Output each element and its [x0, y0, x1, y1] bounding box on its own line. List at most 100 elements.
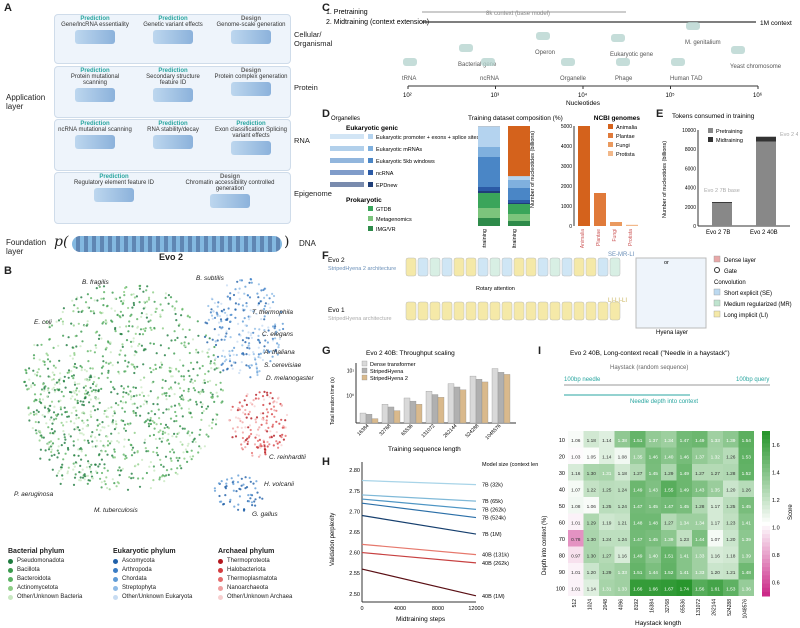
- embedding-point: [276, 353, 279, 356]
- embedding-point: [92, 310, 95, 313]
- embedding-point: [208, 424, 211, 427]
- embedding-point: [48, 418, 52, 421]
- embedding-point: [271, 339, 275, 342]
- embedding-point: [198, 367, 201, 370]
- embedding-point: [220, 363, 223, 366]
- embedding-point: [217, 333, 220, 336]
- legend-swatch: [8, 577, 13, 582]
- embedding-point: [237, 508, 240, 511]
- h-series-label: 40B (1M): [482, 594, 505, 600]
- embedding-point: [241, 304, 244, 307]
- embedding-point: [254, 498, 257, 501]
- i-cell-value: 1.33: [618, 587, 628, 593]
- tile-text: Protein mutational scanning: [70, 74, 120, 86]
- embedding-point: [226, 367, 229, 370]
- embedding-point: [154, 363, 157, 366]
- f-block: [477, 257, 489, 277]
- embedding-point: [222, 503, 225, 506]
- embedding-point: [24, 368, 27, 371]
- embedding-point: [187, 407, 191, 410]
- embedding-point: [155, 451, 158, 454]
- embedding-point: [179, 387, 182, 390]
- embedding-point: [271, 423, 275, 426]
- embedding-point: [244, 324, 247, 327]
- i-cell: [599, 447, 615, 464]
- embedding-point: [51, 388, 54, 391]
- embedding-point: [156, 403, 159, 406]
- embedding-point: [128, 324, 131, 328]
- embedding-point: [248, 500, 251, 503]
- embedding-point: [48, 458, 51, 461]
- tile-glyph: [210, 194, 250, 208]
- embedding-point: [248, 366, 251, 369]
- embedding-point: [134, 464, 137, 467]
- embedding-point: [175, 367, 178, 370]
- embedding-point: [118, 315, 121, 318]
- tile-kind: Design: [240, 68, 261, 74]
- embedding-point: [94, 391, 97, 394]
- embedding-point: [224, 335, 227, 338]
- species-label: C. reinhardtii: [269, 454, 306, 461]
- embedding-point: [224, 494, 227, 497]
- embedding-point: [141, 333, 145, 336]
- embedding-point: [177, 431, 181, 434]
- embedding-point: [124, 370, 127, 373]
- embedding-point: [202, 390, 205, 393]
- embedding-point: [96, 445, 99, 448]
- embedding-point: [212, 354, 215, 357]
- i-cell-value: 1.07: [711, 537, 721, 543]
- embedding-point: [148, 434, 152, 437]
- i-cell: [645, 563, 661, 580]
- embedding-point: [179, 395, 182, 399]
- embedding-point: [173, 330, 176, 333]
- application-tile: Design Genome-scale generation: [214, 16, 288, 60]
- embedding-point: [284, 434, 287, 437]
- dr-legend-label: Animalia: [616, 125, 638, 131]
- embedding-point: [72, 440, 75, 443]
- panel-b-label: B: [4, 265, 12, 277]
- dna-label: DNA: [299, 239, 316, 248]
- embedding-point: [149, 487, 152, 490]
- embedding-point: [222, 369, 225, 372]
- embedding-point: [180, 407, 183, 410]
- i-cell-value: 1.27: [664, 521, 674, 527]
- i-cell-value: 1.25: [602, 504, 612, 510]
- embedding-point: [160, 361, 163, 364]
- legend-item-label: Pseudomonadota: [17, 558, 65, 564]
- embedding-point: [256, 491, 259, 494]
- c-item-label: Yeast chromosome: [730, 64, 782, 70]
- embedding-point: [68, 371, 71, 374]
- embedding-point: [211, 393, 214, 396]
- embedding-point: [111, 414, 114, 417]
- embedding-point: [275, 431, 278, 434]
- embedding-point: [151, 419, 154, 423]
- embedding-point: [248, 342, 251, 345]
- embedding-point: [163, 392, 166, 395]
- embedding-point: [145, 402, 149, 405]
- embedding-point: [166, 334, 169, 337]
- tile-text: Exon classification Splicing variant eff…: [214, 127, 288, 139]
- embedding-point: [87, 360, 90, 363]
- embedding-point: [280, 311, 283, 314]
- embedding-point: [201, 350, 204, 353]
- embedding-point: [242, 509, 246, 512]
- panel-g-throughput: Evo 2 40B: Throughput scaling10⁰10¹Total…: [330, 350, 516, 453]
- embedding-point: [79, 447, 82, 450]
- i-cell: [692, 480, 708, 497]
- legend-title: Eukaryotic phylum: [113, 548, 176, 555]
- i-cell-value: 1.66: [649, 587, 659, 593]
- embedding-point: [203, 445, 206, 448]
- embedding-point: [242, 309, 245, 312]
- f-block: [417, 301, 429, 321]
- embedding-point: [133, 354, 136, 357]
- species-label: H. volcanii: [264, 481, 295, 488]
- embedding-point: [39, 393, 42, 396]
- embedding-point: [238, 408, 241, 411]
- embedding-point: [88, 376, 91, 379]
- i-cell: [583, 480, 599, 497]
- embedding-point: [53, 430, 56, 433]
- embedding-point: [102, 321, 105, 324]
- embedding-point: [78, 382, 81, 385]
- species-label: A. thaliana: [263, 349, 295, 356]
- f-block: [489, 301, 501, 321]
